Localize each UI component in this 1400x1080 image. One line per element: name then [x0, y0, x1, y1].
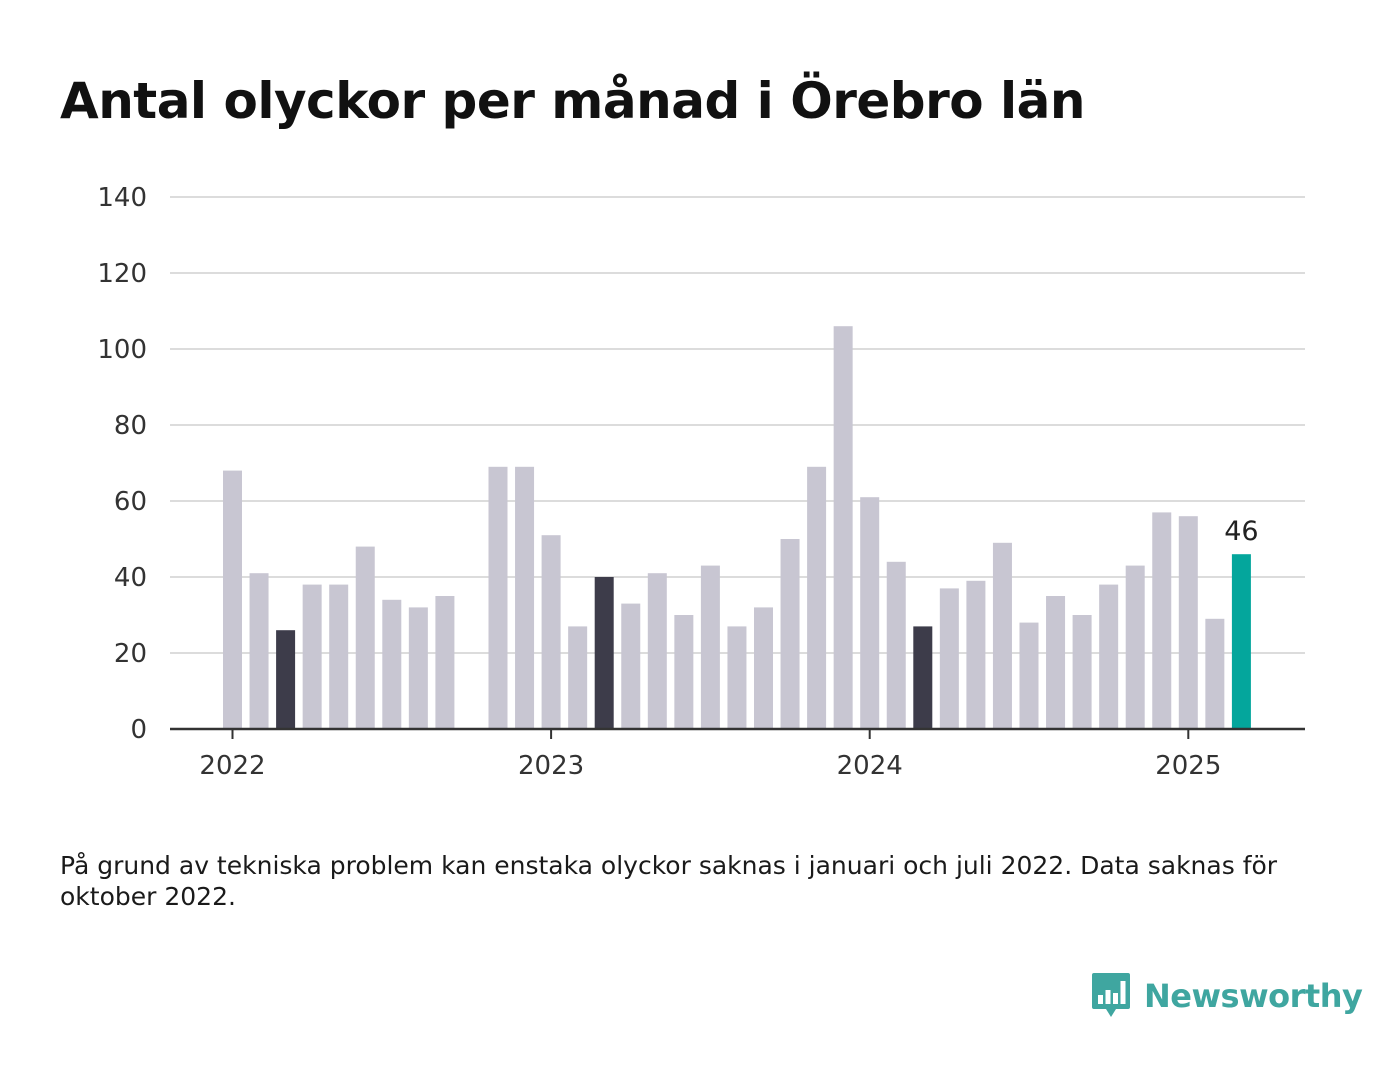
y-tick-label: 140 [97, 183, 147, 213]
bar-2024-07 [1019, 622, 1039, 729]
bar-2023-10 [780, 539, 800, 729]
brand-name: Newsworthy [1144, 977, 1363, 1015]
x-tick-label: 2023 [518, 751, 584, 781]
data-labels: 46 [1224, 516, 1258, 547]
newsworthy-logo-icon [1092, 973, 1130, 1017]
bar-2023-08 [727, 626, 747, 729]
bar-2022-12 [515, 466, 535, 729]
bar-2022-11 [488, 466, 508, 729]
bar-2022-02 [249, 573, 269, 729]
bars [223, 326, 1251, 729]
y-axis-ticks: 0 20 40 60 80 100 120 140 [97, 183, 147, 745]
bar-2023-11 [807, 466, 827, 729]
bar-2024-04 [939, 588, 959, 729]
bar-2023-02 [568, 626, 588, 729]
bar-2024-08 [1046, 596, 1066, 729]
x-tick-label: 2024 [837, 751, 903, 781]
bar-2024-02 [886, 561, 906, 729]
y-tick-label: 80 [114, 411, 147, 441]
bar-2023-03 [594, 577, 614, 729]
bar-2022-09 [435, 596, 455, 729]
bar-2023-12 [833, 326, 853, 729]
bar-2023-07 [700, 565, 720, 729]
bar-2023-06 [674, 615, 694, 729]
bar-2022-07 [382, 599, 402, 729]
bar-2025-02 [1205, 618, 1225, 729]
bar-2023-09 [754, 607, 773, 729]
y-tick-label: 0 [130, 715, 147, 745]
bar-2022-04 [302, 584, 322, 729]
bar-2022-03 [276, 630, 296, 729]
bar-2025-03 [1231, 554, 1251, 729]
x-axis: 2022 2023 2024 2025 [170, 727, 1305, 781]
bar-2025-01 [1178, 516, 1198, 729]
bar-2024-09 [1072, 615, 1092, 729]
bar-2023-01 [541, 535, 561, 729]
y-tick-label: 100 [97, 335, 147, 365]
brand-logo[interactable]: Newsworthy [1090, 970, 1363, 1022]
y-tick-label: 20 [114, 639, 147, 669]
bar-2023-04 [621, 603, 641, 729]
y-tick-label: 40 [114, 563, 147, 593]
bar-2024-06 [992, 542, 1012, 729]
latest-value-label: 46 [1224, 516, 1258, 547]
bar-2022-08 [408, 607, 428, 729]
bar-2024-12 [1152, 512, 1172, 729]
bar-2023-05 [647, 573, 667, 729]
x-tick-label: 2025 [1155, 751, 1221, 781]
bar-2022-06 [355, 546, 375, 729]
chart-title: Antal olyckor per månad i Örebro län [60, 72, 1085, 130]
x-tick-label: 2022 [199, 751, 265, 781]
bar-2024-03 [913, 626, 933, 729]
y-tick-label: 60 [114, 487, 147, 517]
bar-2024-11 [1125, 565, 1145, 729]
bar-2024-05 [966, 580, 986, 729]
bar-2024-10 [1099, 584, 1119, 729]
bar-2022-05 [329, 584, 349, 729]
y-tick-label: 120 [97, 259, 147, 289]
bar-2022-01 [223, 470, 242, 729]
footnote: På grund av tekniska problem kan enstaka… [60, 851, 1278, 911]
bar-2024-01 [860, 497, 880, 729]
